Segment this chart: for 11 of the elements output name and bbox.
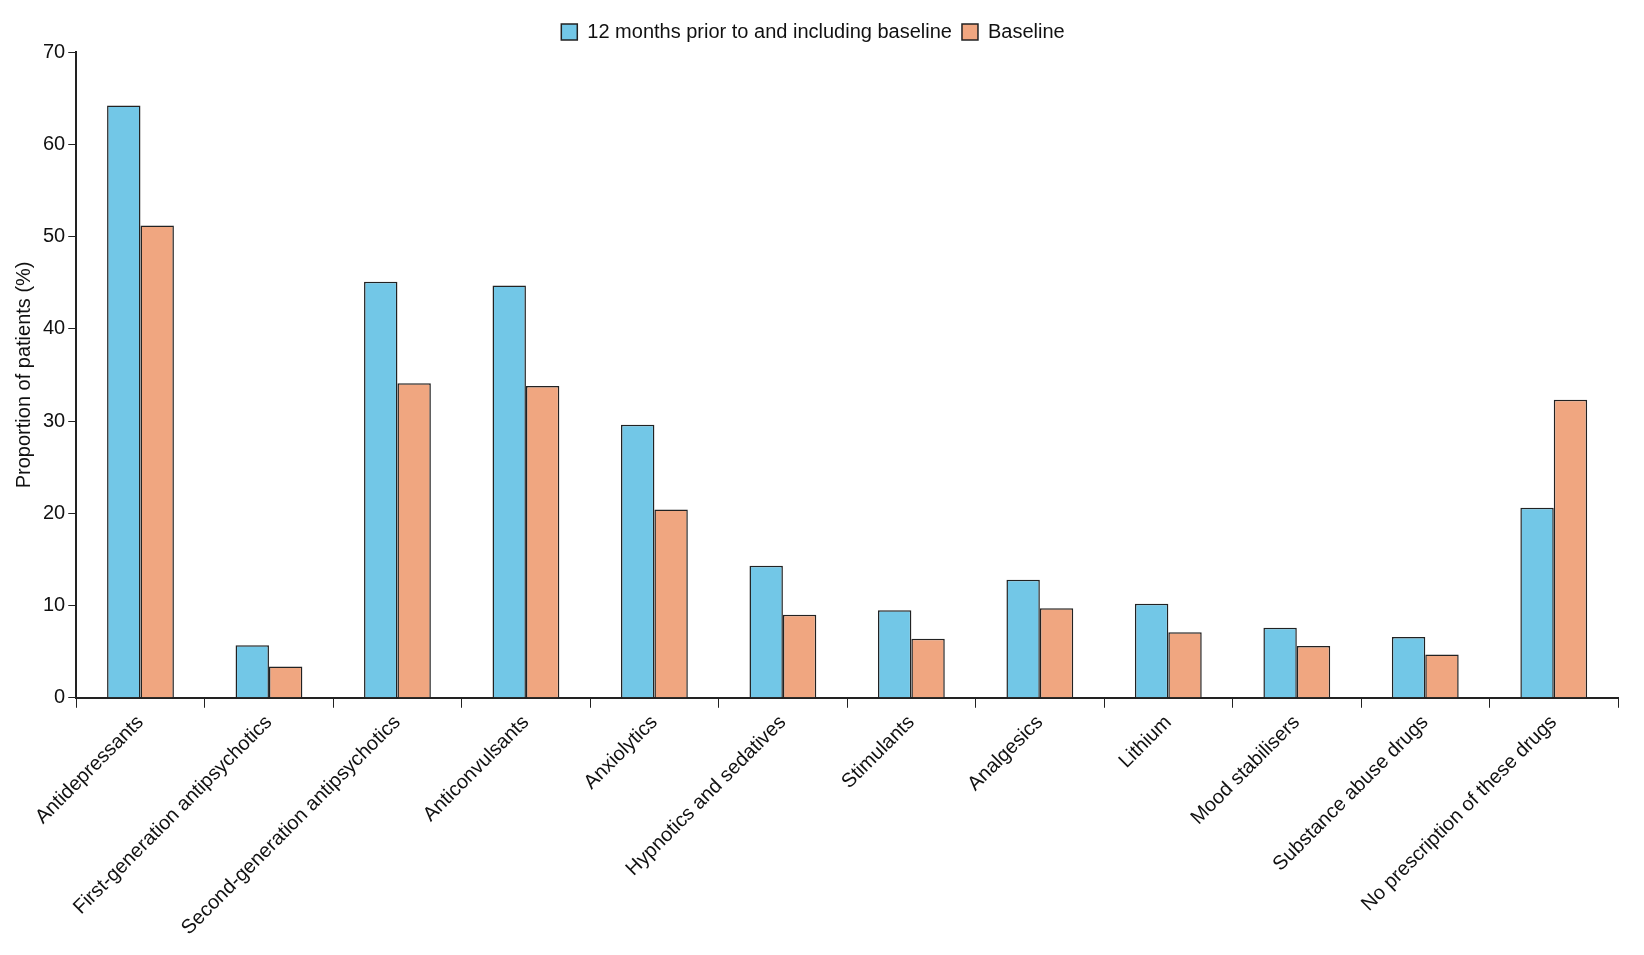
y-tick-label: 70 bbox=[43, 39, 66, 62]
y-tick-label: 50 bbox=[43, 224, 66, 247]
y-tick-label: 30 bbox=[43, 408, 66, 431]
y-tick-label: 10 bbox=[43, 593, 66, 616]
y-tick-label: 40 bbox=[43, 316, 66, 339]
legend-label: Baseline bbox=[987, 19, 1065, 42]
y-tick-label: 20 bbox=[43, 500, 66, 523]
y-axis-title: Proportion of patients (%) bbox=[11, 261, 34, 489]
legend-label: 12 months prior to and including baseline bbox=[587, 19, 952, 42]
y-tick-label: 60 bbox=[43, 131, 66, 154]
y-tick-label: 0 bbox=[54, 685, 66, 708]
